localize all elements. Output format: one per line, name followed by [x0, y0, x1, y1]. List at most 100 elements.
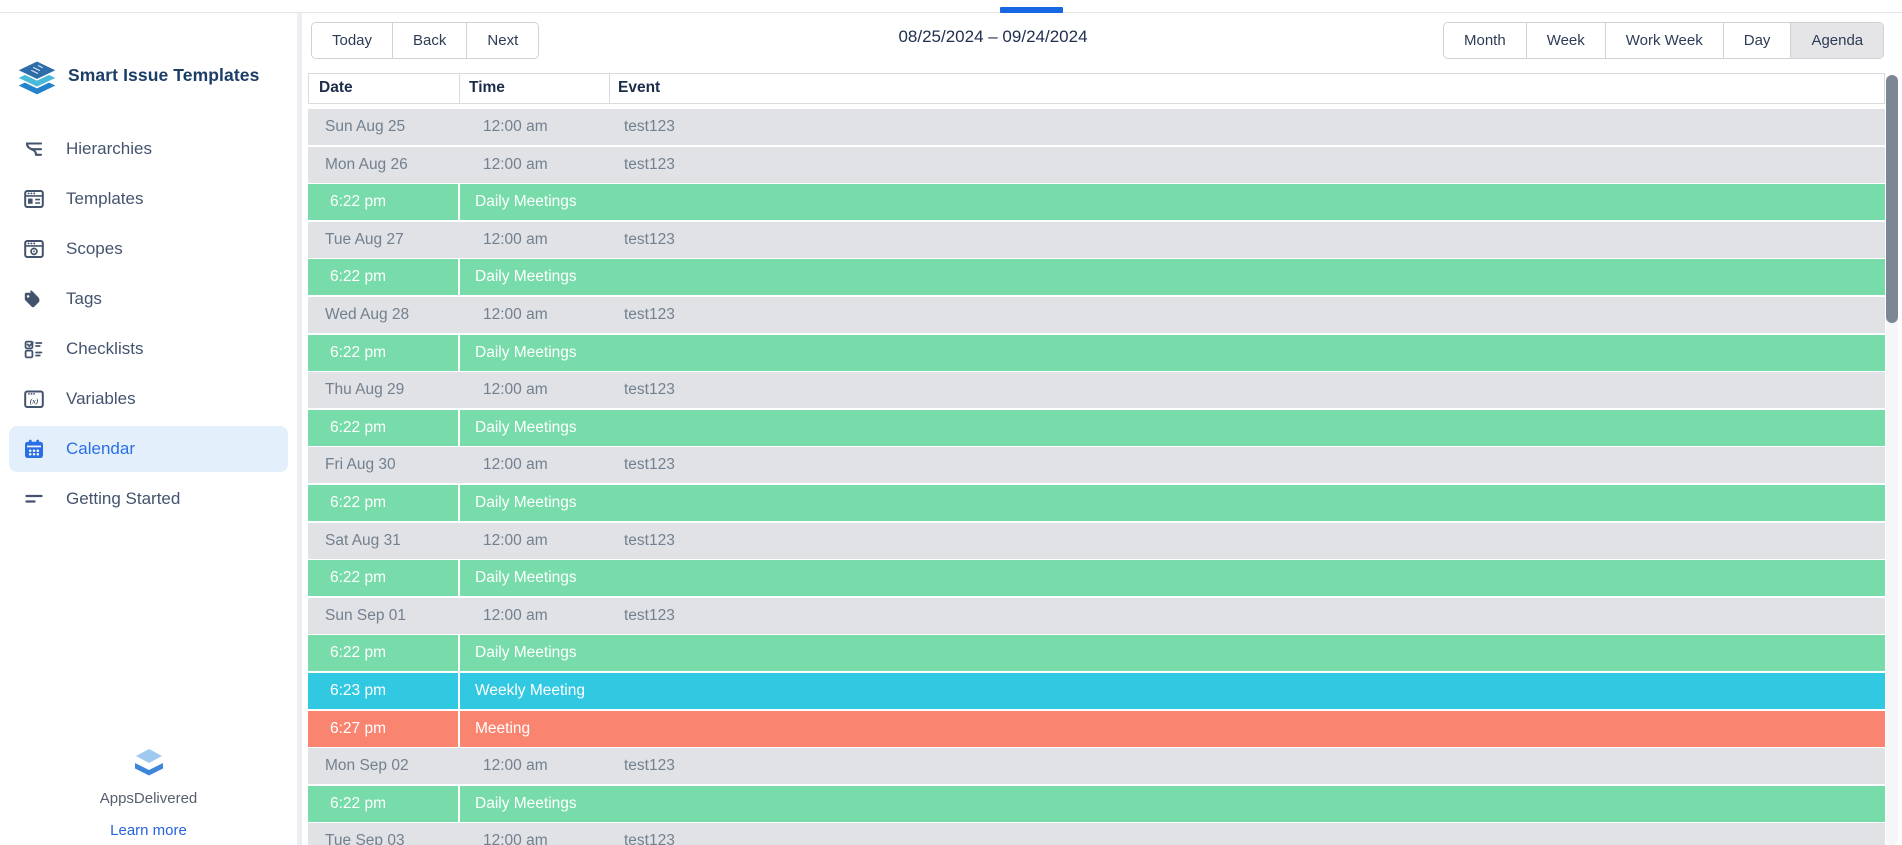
agenda-event-row-green[interactable]: 6:22 pm Daily Meetings [308, 409, 1885, 446]
agenda-day-row[interactable]: Sat Aug 31 12:00 am test123 [308, 522, 1885, 559]
agenda-event-row-salmon[interactable]: 6:27 pm Meeting [308, 710, 1885, 747]
sidebar-item-label: Hierarchies [66, 139, 152, 158]
agenda-event-time-cell: 6:23 pm [308, 672, 460, 709]
agenda-event-row-green[interactable]: 6:22 pm Daily Meetings [308, 484, 1885, 521]
sidebar-item-templates[interactable]: Templates [9, 176, 288, 222]
agenda-event-row-green[interactable]: 6:22 pm Daily Meetings [308, 184, 1885, 221]
agenda-time-cell: 12:00 am [483, 832, 548, 845]
agenda-table-body: Sun Aug 25 12:00 am test123 Mon Aug 26 1… [308, 109, 1885, 845]
sidebar-item-tags[interactable]: Tags [9, 276, 288, 322]
sidebar-item-checklists[interactable]: Checklists [9, 326, 288, 372]
appsdelivered-brand-label: AppsDelivered [99, 790, 198, 807]
agenda-time-cell: 12:00 am [483, 757, 548, 775]
sidebar: Smart Issue Templates Hierarchies Templa… [0, 13, 297, 845]
agenda-event-cell: test123 [624, 155, 675, 173]
tags-icon [22, 287, 46, 311]
column-header-event: Event [618, 79, 661, 96]
agenda-event-cell: test123 [624, 118, 675, 135]
today-button[interactable]: Today [312, 23, 394, 58]
agenda-event-title-cell: Daily Meetings [475, 794, 577, 812]
agenda-event-cell: test123 [624, 606, 675, 624]
agenda-day-row[interactable]: Thu Aug 29 12:00 am test123 [308, 372, 1885, 409]
agenda-event-time-cell: 6:22 pm [308, 785, 460, 822]
sidebar-item-scopes[interactable]: Scopes [9, 226, 288, 272]
sidebar-item-label: Scopes [66, 239, 123, 258]
agenda-event-row-green[interactable]: 6:22 pm Daily Meetings [308, 259, 1885, 296]
column-header-date: Date [309, 74, 460, 103]
agenda-event-row-green[interactable]: 6:22 pm Daily Meetings [308, 785, 1885, 822]
view-agenda-button[interactable]: Agenda [1791, 23, 1884, 58]
vertical-scrollbar-thumb[interactable] [1886, 75, 1898, 323]
agenda-date-cell: Tue Sep 03 [325, 832, 405, 845]
agenda-event-time-cell: 6:22 pm [308, 409, 460, 446]
sidebar-item-variables[interactable]: (x) Variables [9, 376, 288, 422]
agenda-event-title-cell: Weekly Meeting [475, 681, 585, 699]
agenda-event-title-cell: Daily Meetings [475, 193, 577, 211]
sidebar-item-label: Templates [66, 189, 144, 208]
agenda-date-cell: Sat Aug 31 [325, 531, 401, 549]
agenda-date-cell: Sun Aug 25 [325, 118, 406, 135]
agenda-view: Date Time Event Sun Aug 25 12:00 am test12… [308, 73, 1898, 845]
agenda-date-cell: Wed Aug 28 [325, 305, 410, 323]
sidebar-item-label: Tags [66, 289, 102, 308]
calendar-nav-button-group: Today Back Next [311, 22, 540, 59]
agenda-date-cell: Thu Aug 29 [325, 381, 405, 399]
column-header-time: Time [460, 74, 610, 103]
agenda-event-title-cell: Daily Meetings [475, 569, 577, 587]
checklists-icon [22, 337, 46, 361]
vertical-scrollbar-track[interactable] [1886, 75, 1898, 845]
sidebar-item-hierarchies[interactable]: Hierarchies [9, 126, 288, 172]
appsdelivered-logo-icon [0, 745, 297, 784]
agenda-day-row[interactable]: Tue Aug 27 12:00 am test123 [308, 221, 1885, 258]
agenda-event-title-cell: Daily Meetings [475, 418, 577, 436]
agenda-time-cell: 12:00 am [483, 305, 548, 323]
sidebar-item-getting-started[interactable]: Getting Started [9, 476, 288, 522]
view-work-week-button[interactable]: Work Week [1605, 23, 1724, 58]
view-month-button[interactable]: Month [1444, 23, 1527, 58]
sidebar-item-calendar[interactable]: Calendar [9, 426, 288, 472]
agenda-date-cell: Fri Aug 30 [325, 456, 396, 474]
agenda-event-cell: test123 [624, 305, 675, 323]
agenda-day-row[interactable]: Fri Aug 30 12:00 am test123 [308, 447, 1885, 484]
calendar-icon [22, 437, 46, 461]
app-title: Smart Issue Templates [68, 64, 260, 85]
agenda-time-cell: 12:00 am [483, 155, 548, 173]
agenda-day-row[interactable]: Mon Aug 26 12:00 am test123 [308, 146, 1885, 183]
agenda-event-time-cell: 6:22 pm [308, 484, 460, 521]
view-day-button[interactable]: Day [1723, 23, 1792, 58]
agenda-date-cell: Tue Aug 27 [325, 230, 404, 248]
sidebar-divider [297, 13, 302, 845]
agenda-day-row[interactable]: Sun Sep 01 12:00 am test123 [308, 597, 1885, 634]
next-button[interactable]: Next [467, 23, 539, 58]
agenda-event-title-cell: Meeting [475, 719, 531, 737]
agenda-event-time-cell: 6:22 pm [308, 334, 460, 371]
agenda-day-row[interactable]: Sun Aug 25 12:00 am test123 [308, 109, 1885, 145]
date-range-label: 08/25/2024 – 09/24/2024 [898, 27, 1088, 46]
agenda-event-row-green[interactable]: 6:22 pm Daily Meetings [308, 560, 1885, 597]
app-logo-row: Smart Issue Templates [14, 53, 259, 97]
agenda-day-row[interactable]: Mon Sep 02 12:00 am test123 [308, 748, 1885, 785]
sidebar-item-label: Variables [66, 389, 136, 408]
agenda-event-title-cell: Daily Meetings [475, 644, 577, 662]
learn-more-link[interactable]: Learn more [110, 822, 187, 839]
agenda-event-row-cyan[interactable]: 6:23 pm Weekly Meeting [308, 672, 1885, 709]
agenda-date-cell: Sun Sep 01 [325, 606, 407, 624]
sidebar-item-label: Checklists [66, 339, 144, 358]
agenda-event-cell: test123 [624, 230, 675, 248]
agenda-time-cell: 12:00 am [483, 456, 548, 474]
back-button[interactable]: Back [393, 23, 468, 58]
view-week-button[interactable]: Week [1526, 23, 1606, 58]
agenda-time-cell: 12:00 am [483, 531, 548, 549]
agenda-event-row-green[interactable]: 6:22 pm Daily Meetings [308, 635, 1885, 672]
sidebar-menu: Hierarchies Templates Scopes Tags Checkl… [0, 126, 297, 522]
agenda-event-title-cell: Daily Meetings [475, 343, 577, 361]
app-logo-icon [14, 53, 60, 97]
agenda-day-row[interactable]: Tue Sep 03 12:00 am test123 [308, 823, 1885, 845]
agenda-time-cell: 12:00 am [483, 381, 548, 399]
agenda-event-cell: test123 [624, 757, 675, 775]
agenda-day-row[interactable]: Wed Aug 28 12:00 am test123 [308, 296, 1885, 333]
agenda-event-row-green[interactable]: 6:22 pm Daily Meetings [308, 334, 1885, 371]
templates-icon [22, 187, 46, 211]
agenda-time-cell: 12:00 am [483, 606, 548, 624]
